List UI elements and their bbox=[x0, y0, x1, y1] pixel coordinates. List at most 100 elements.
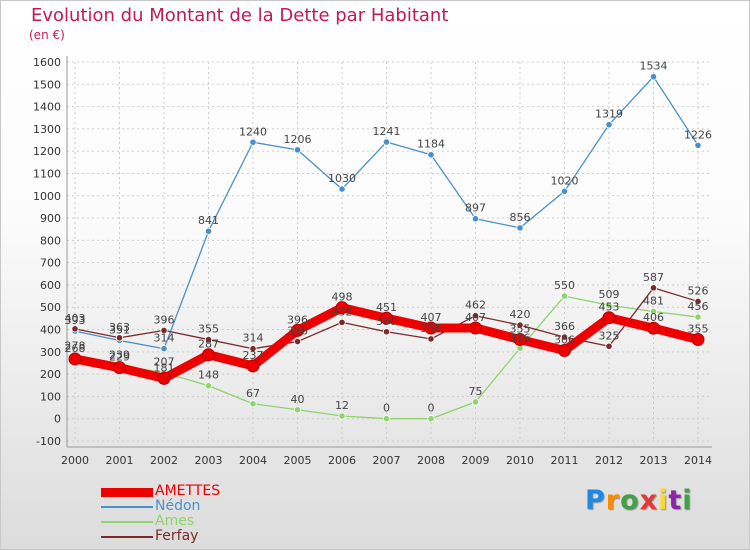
data-label: 456 bbox=[688, 300, 709, 313]
data-label: 358 bbox=[421, 322, 442, 335]
data-label: 355 bbox=[688, 323, 709, 336]
data-point bbox=[560, 187, 569, 195]
data-label: 148 bbox=[198, 369, 219, 382]
data-label: 498 bbox=[332, 291, 353, 304]
data-label: 897 bbox=[465, 202, 486, 215]
x-tick-label: 2012 bbox=[595, 454, 623, 467]
data-label: 363 bbox=[109, 321, 130, 334]
data-label: 1184 bbox=[417, 138, 445, 151]
x-tick-label: 2010 bbox=[506, 454, 534, 467]
data-point bbox=[513, 333, 527, 347]
y-tick-label: 1500 bbox=[33, 78, 61, 91]
data-point bbox=[380, 311, 393, 325]
logo-letter: i bbox=[682, 485, 693, 516]
data-label: 587 bbox=[643, 271, 664, 284]
data-label: 1206 bbox=[284, 133, 312, 146]
legend-label: Nédon bbox=[155, 498, 201, 514]
data-point bbox=[249, 345, 257, 353]
data-point bbox=[560, 292, 569, 300]
chart-title: Evolution du Montant de la Dette par Hab… bbox=[31, 5, 449, 26]
data-label: 481 bbox=[643, 294, 664, 307]
data-point bbox=[249, 138, 257, 146]
x-tick-label: 2003 bbox=[195, 454, 223, 467]
data-label: 406 bbox=[643, 311, 664, 324]
data-point bbox=[602, 311, 616, 325]
data-label: 407 bbox=[465, 311, 486, 324]
logo-letter: t bbox=[668, 485, 683, 516]
logo-letter: o bbox=[620, 485, 640, 516]
data-label: 1319 bbox=[595, 108, 623, 121]
data-label: 1226 bbox=[684, 128, 712, 141]
data-point bbox=[427, 415, 435, 423]
data-label: 396 bbox=[287, 313, 308, 326]
x-tick-label: 2001 bbox=[106, 454, 134, 467]
x-tick-label: 2011 bbox=[551, 454, 579, 467]
y-tick-label: 1400 bbox=[33, 101, 61, 114]
y-tick-label: -100 bbox=[36, 435, 61, 448]
data-point bbox=[471, 215, 480, 223]
y-tick-label: 700 bbox=[40, 257, 61, 270]
data-label: 67 bbox=[246, 387, 260, 400]
data-point bbox=[204, 335, 213, 344]
data-point bbox=[647, 321, 660, 335]
data-label: 403 bbox=[65, 312, 86, 325]
data-label: 856 bbox=[510, 211, 531, 224]
data-point bbox=[382, 138, 391, 146]
data-point bbox=[293, 406, 302, 414]
data-label: 1030 bbox=[328, 172, 356, 185]
y-tick-label: 1000 bbox=[33, 190, 61, 203]
data-label: 453 bbox=[599, 301, 620, 314]
data-label: 420 bbox=[510, 308, 531, 321]
x-tick-label: 2004 bbox=[239, 454, 267, 467]
data-label: 1534 bbox=[640, 60, 668, 73]
data-label: 40 bbox=[291, 393, 305, 406]
data-point bbox=[605, 342, 613, 350]
data-label: 550 bbox=[554, 279, 575, 292]
x-tick-label: 2005 bbox=[284, 454, 312, 467]
proxiti-logo: Proxiti bbox=[585, 485, 693, 516]
y-tick-label: 400 bbox=[40, 324, 61, 337]
legend-swatch bbox=[101, 521, 153, 523]
y-tick-label: 300 bbox=[40, 346, 61, 359]
data-point bbox=[469, 321, 482, 335]
data-label: 526 bbox=[688, 284, 709, 297]
x-tick-label: 2014 bbox=[684, 454, 712, 467]
x-tick-label: 2000 bbox=[61, 454, 89, 467]
data-point bbox=[649, 307, 658, 316]
data-label: 390 bbox=[376, 315, 397, 328]
logo-letter: x bbox=[639, 485, 659, 516]
y-tick-label: 1300 bbox=[33, 123, 61, 136]
x-tick-label: 2009 bbox=[462, 454, 490, 467]
data-point bbox=[293, 337, 302, 346]
data-label: 407 bbox=[421, 311, 442, 324]
data-label: 393 bbox=[65, 314, 86, 327]
data-point bbox=[382, 328, 391, 336]
data-point bbox=[694, 313, 702, 321]
data-point bbox=[204, 382, 213, 390]
data-label: 355 bbox=[510, 323, 531, 336]
data-point bbox=[115, 334, 124, 342]
y-tick-label: 1600 bbox=[33, 56, 61, 69]
data-label: 229 bbox=[109, 351, 130, 364]
x-tick-label: 2008 bbox=[417, 454, 445, 467]
data-label: 396 bbox=[154, 313, 175, 326]
data-label: 355 bbox=[198, 323, 219, 336]
data-point bbox=[516, 321, 524, 329]
legend-label: AMETTES bbox=[155, 483, 221, 499]
data-point bbox=[516, 224, 524, 232]
data-point bbox=[424, 321, 438, 335]
data-label: 0 bbox=[428, 402, 435, 415]
data-label: 432 bbox=[332, 305, 353, 318]
data-point bbox=[471, 398, 480, 406]
y-tick-label: 500 bbox=[40, 301, 61, 314]
data-point bbox=[204, 227, 213, 235]
data-label: 237 bbox=[243, 349, 264, 362]
data-point bbox=[427, 151, 435, 159]
data-label: 75 bbox=[469, 385, 483, 398]
data-label: 207 bbox=[154, 356, 175, 369]
data-label: 278 bbox=[65, 340, 86, 353]
data-label: 0 bbox=[383, 402, 390, 415]
data-point bbox=[694, 297, 702, 306]
data-point bbox=[694, 141, 702, 149]
